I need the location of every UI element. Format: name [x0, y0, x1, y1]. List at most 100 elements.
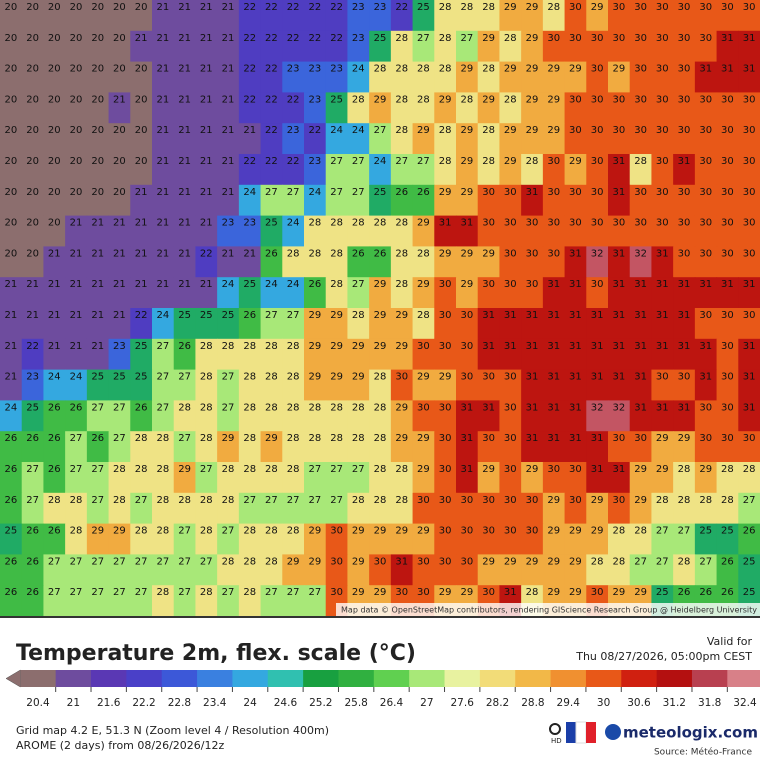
temp-label: 29	[634, 495, 647, 506]
temp-label: 21	[178, 156, 191, 167]
temp-cell	[564, 30, 587, 63]
temp-cell	[130, 277, 153, 309]
temp-cell	[542, 554, 566, 586]
temp-cell	[43, 30, 66, 63]
temp-label: 21	[91, 279, 104, 290]
temp-label: 27	[200, 464, 213, 475]
temp-cell	[0, 30, 23, 63]
temp-cell	[260, 462, 283, 494]
temp-label: 30	[460, 556, 473, 567]
temp-cell	[325, 30, 348, 63]
temp-cell	[564, 123, 587, 155]
temp-label: 21	[156, 33, 169, 44]
temp-label: 28	[287, 372, 300, 383]
temp-label: 21	[70, 218, 83, 229]
temp-label: 29	[395, 310, 408, 321]
temp-cell	[521, 30, 544, 63]
search-icon[interactable]	[549, 723, 561, 735]
temp-label: 31	[656, 310, 669, 321]
temp-label: 30	[634, 433, 647, 444]
temp-label: 27	[91, 495, 104, 506]
temp-label: 21	[178, 125, 191, 136]
temp-cell	[477, 462, 500, 494]
temp-label: 28	[612, 556, 625, 567]
temp-cell	[586, 369, 609, 401]
temp-label: 30	[439, 556, 452, 567]
temp-cell	[282, 338, 305, 371]
bar-segment	[55, 670, 92, 687]
temp-label: 29	[374, 279, 387, 290]
temp-label: 28	[287, 248, 300, 259]
temp-cell	[694, 30, 718, 63]
temp-cell	[629, 30, 652, 63]
temp-label: 26	[178, 341, 191, 352]
temp-label: 27	[70, 587, 83, 598]
temp-label: 28	[135, 526, 148, 537]
temp-label: 28	[113, 464, 126, 475]
temp-label: 20	[48, 94, 61, 105]
temp-label: 26	[721, 556, 734, 567]
temp-label: 30	[634, 94, 647, 105]
temp-label: 29	[265, 433, 278, 444]
temp-label: 31	[482, 341, 495, 352]
valid-time: Thu 08/27/2026, 05:00pm CEST	[575, 650, 752, 663]
temp-cell	[542, 184, 566, 217]
temp-label: 29	[569, 64, 582, 75]
temp-label: 31	[591, 433, 604, 444]
temp-label: 30	[678, 33, 691, 44]
temp-cell	[716, 369, 739, 401]
temp-label: 30	[504, 187, 517, 198]
temp-cell	[260, 92, 283, 124]
temp-cell	[369, 246, 392, 278]
temp-label: 30	[743, 433, 756, 444]
temp-label: 21	[200, 94, 213, 105]
temp-cell	[716, 154, 739, 186]
temp-cell	[434, 369, 457, 401]
temp-cell	[0, 246, 23, 278]
temp-label: 29	[504, 156, 517, 167]
temp-cell	[86, 123, 110, 155]
temp-cell	[325, 123, 348, 155]
temp-cell	[499, 277, 522, 309]
temp-label: 21	[156, 125, 169, 136]
temp-label: 21	[26, 279, 39, 290]
temp-label: 23	[26, 372, 39, 383]
temp-label: 27	[156, 372, 169, 383]
temp-cell	[694, 523, 718, 555]
temp-cell	[21, 92, 44, 124]
temp-cell	[173, 277, 196, 309]
temp-cell	[195, 554, 218, 586]
bar-segment	[20, 670, 57, 687]
temp-label: 26	[4, 464, 17, 475]
temp-cell	[108, 92, 131, 124]
temp-cell	[21, 0, 44, 32]
temp-cell	[608, 184, 631, 217]
temp-label: 30	[634, 125, 647, 136]
temp-label: 28	[265, 372, 278, 383]
temp-label: 30	[721, 433, 734, 444]
temp-cell	[152, 92, 175, 124]
temp-label: 28	[222, 341, 235, 352]
bar-tick-label: 24	[243, 697, 257, 709]
temp-label: 21	[178, 94, 191, 105]
temp-label: 30	[678, 64, 691, 75]
temp-label: 31	[634, 279, 647, 290]
temp-cell	[325, 184, 348, 217]
temp-cell	[456, 492, 479, 525]
temp-label: 25	[243, 279, 256, 290]
temp-cell	[152, 184, 175, 217]
temp-cell	[542, 523, 566, 555]
temp-label: 26	[135, 402, 148, 413]
temp-cell	[456, 308, 479, 340]
temp-cell	[195, 523, 218, 555]
temp-cell	[0, 523, 23, 555]
temp-cell	[238, 215, 262, 247]
temp-label: 21	[113, 94, 126, 105]
temp-cell	[608, 61, 631, 93]
temp-label: 27	[287, 310, 300, 321]
temp-cell	[0, 338, 23, 371]
temp-cell	[716, 184, 739, 217]
temp-cell	[65, 308, 88, 340]
temp-label: 28	[374, 464, 387, 475]
temp-label: 23	[374, 2, 387, 13]
